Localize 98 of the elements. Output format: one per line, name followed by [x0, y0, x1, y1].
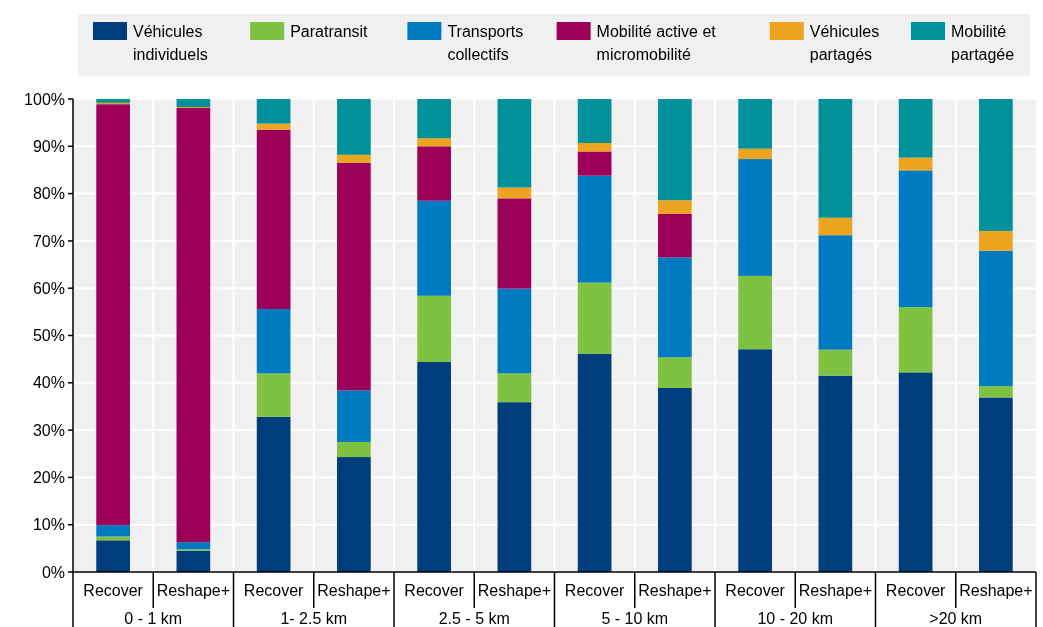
legend-label: Mobilité partagée: [951, 23, 1015, 63]
y-tick-label: 50%: [32, 327, 65, 345]
y-tick-label: 20%: [32, 469, 65, 486]
bar: [898, 157, 933, 171]
x-tick-label: Reshape+: [477, 582, 552, 599]
bar: [738, 148, 772, 160]
bar: [497, 198, 532, 289]
bar: [497, 373, 532, 403]
bar: [96, 525, 130, 537]
text: 2.5 - 5 km: [438, 610, 510, 627]
bar: [417, 295, 451, 362]
bar: [818, 235, 853, 350]
bar: [738, 99, 772, 149]
y-tick-label: 80%: [32, 185, 65, 203]
bar: [818, 99, 853, 218]
text: 0 - 1 km: [124, 610, 183, 627]
x-tick-label: Reshape+: [156, 582, 231, 599]
bar: [256, 129, 291, 310]
bar: [417, 200, 451, 296]
bar: [658, 388, 692, 572]
y-tick-label: 100%: [24, 90, 65, 108]
bar: [256, 99, 291, 124]
y-tick-label: 70%: [32, 232, 65, 250]
bar: [337, 154, 371, 163]
text: 10 - 20 km: [757, 610, 834, 627]
bar: [658, 213, 692, 258]
legend-label: Mobilité active et micromobilité: [596, 23, 717, 63]
bar: [417, 146, 451, 201]
bar: [658, 99, 692, 201]
text: 1- 2.5 km: [280, 610, 348, 627]
bar: [96, 104, 130, 526]
bar: [979, 397, 1013, 572]
x-tick-label: Reshape+: [317, 582, 391, 599]
bar: [738, 159, 772, 276]
bar: [577, 282, 612, 354]
bar: [176, 542, 211, 550]
bar: [818, 375, 853, 572]
x-tick-label: Recover: [725, 582, 786, 599]
bar: [497, 187, 532, 199]
legend-label: Paratransit: [290, 23, 369, 40]
bar: [818, 349, 853, 376]
bar: [176, 99, 211, 108]
bar: [898, 170, 933, 308]
y-tick-label: 10%: [32, 516, 65, 534]
bar: [497, 288, 532, 374]
bar: [256, 373, 291, 417]
legend-label: Véhicules individuels: [133, 23, 208, 63]
bar: [818, 217, 853, 236]
bar: [658, 257, 692, 358]
bar: [337, 441, 371, 458]
bar: [577, 353, 612, 572]
bar: [417, 138, 451, 147]
bar: [256, 416, 291, 572]
bar: [979, 386, 1013, 398]
bar: [256, 123, 291, 130]
y-tick-label: 60%: [32, 279, 65, 297]
bar: [337, 390, 371, 442]
x-tick-label: Recover: [243, 582, 305, 599]
x-tick-label: Recover: [564, 582, 626, 599]
x-tick-label: Recover: [404, 582, 465, 599]
bar: [337, 457, 371, 572]
bar: [256, 309, 291, 374]
bar: [738, 349, 772, 572]
legend-label: Véhicules partagés: [809, 23, 880, 63]
x-tick-label: Recover: [885, 582, 947, 599]
bar: [577, 175, 612, 283]
bar: [979, 230, 1013, 251]
y-tick-label: 40%: [32, 374, 65, 392]
bar: [176, 107, 211, 543]
bar: [577, 142, 612, 152]
text: >20 km: [929, 610, 983, 627]
y-tick-label: 30%: [32, 421, 65, 439]
bar: [96, 540, 130, 572]
text: 5 - 10 km: [601, 610, 669, 627]
x-tick-label: Reshape+: [798, 582, 873, 599]
bar: [979, 99, 1013, 231]
bar: [658, 200, 692, 214]
bar: [417, 361, 451, 572]
bar: [577, 151, 612, 176]
bar: [337, 99, 371, 155]
bar: [898, 307, 933, 373]
bar: [176, 550, 211, 572]
legend-label: Transports collectifs: [447, 23, 524, 63]
bar: [417, 99, 451, 139]
y-tick-label: 90%: [32, 137, 65, 155]
y-tick-label: 0%: [41, 563, 65, 581]
x-tick-label: Reshape+: [959, 582, 1033, 599]
bar: [577, 99, 612, 143]
bar: [898, 99, 933, 158]
bar: [979, 250, 1013, 387]
bar: [898, 372, 933, 572]
x-tick-label: Reshape+: [638, 582, 712, 599]
bar: [497, 99, 532, 188]
bar: [658, 357, 692, 388]
bar: [738, 275, 772, 350]
x-tick-label: Recover: [83, 582, 144, 599]
bar: [497, 402, 532, 572]
bar: [337, 162, 371, 391]
